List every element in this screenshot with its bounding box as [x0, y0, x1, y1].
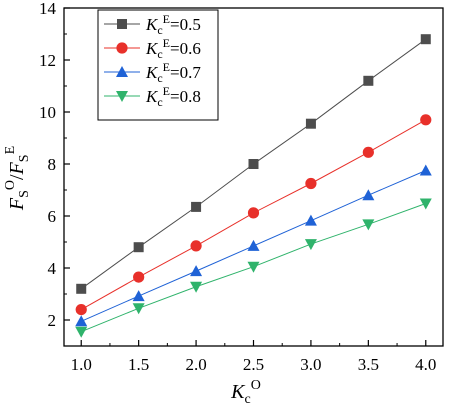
data-point	[191, 201, 202, 212]
series-2	[75, 114, 432, 316]
plot-area	[75, 34, 432, 338]
data-point	[363, 75, 374, 86]
x-axis-label: KcO	[230, 378, 261, 407]
y-tick-label: 4	[48, 259, 57, 278]
axes: 1.0 1.5 2.0 2.5 3.0 3.5 4.0 2 4 6 8 10 12 14	[39, 0, 444, 374]
data-point	[420, 114, 432, 126]
data-point	[420, 34, 431, 45]
y-tick-label: 12	[39, 51, 56, 70]
data-point	[132, 290, 145, 302]
data-point	[75, 304, 87, 316]
data-point	[248, 159, 259, 169]
x-tick-label: 2.5	[243, 355, 264, 374]
data-point	[305, 118, 316, 129]
legend-marker	[116, 42, 128, 54]
axis-labels: KcO FSO/FSE	[3, 146, 261, 407]
data-point	[305, 177, 317, 190]
data-point	[247, 207, 260, 219]
series-3	[75, 164, 432, 327]
data-point	[304, 214, 317, 226]
data-point	[190, 281, 203, 293]
data-point	[190, 240, 202, 252]
y-axis-label: FSO/FSE	[3, 146, 32, 211]
legend-entry: KcE=0.7	[104, 60, 201, 85]
data-point	[133, 271, 145, 283]
legend-label: KcE=0.8	[145, 84, 201, 109]
data-point	[133, 242, 144, 253]
data-point	[247, 261, 260, 273]
data-point	[75, 315, 88, 327]
x-tick-label: 1.0	[71, 355, 92, 374]
legend-label: KcE=0.5	[145, 12, 201, 37]
y-tick-label: 10	[39, 103, 56, 122]
data-point	[362, 189, 375, 201]
data-point	[362, 146, 374, 158]
y-tick-label: 6	[48, 207, 57, 226]
legend-entry: KcE=0.8	[104, 84, 201, 109]
series-1	[76, 34, 431, 294]
legend-label: KcE=0.6	[145, 36, 201, 61]
x-tick-label: 3.0	[300, 355, 321, 374]
data-point	[304, 239, 317, 251]
data-point	[75, 326, 88, 338]
legend-marker	[116, 91, 128, 102]
data-point	[76, 283, 87, 294]
data-point	[132, 303, 145, 315]
y-tick-label: 14	[39, 0, 57, 18]
y-tick-label: 2	[48, 311, 57, 330]
legend-marker	[117, 19, 127, 29]
data-point	[419, 164, 432, 176]
series-4	[75, 198, 432, 338]
data-point	[419, 198, 432, 210]
x-tick-label: 4.0	[415, 355, 436, 374]
data-point	[190, 265, 203, 277]
data-point	[362, 219, 375, 231]
legend-entry: KcE=0.6	[104, 36, 201, 61]
x-tick-label: 1.5	[128, 355, 149, 374]
legend-entry: KcE=0.5	[104, 12, 201, 37]
legend-marker	[116, 66, 128, 77]
x-tick-label: 2.0	[185, 355, 206, 374]
y-tick-label: 8	[48, 155, 57, 174]
legend-label: KcE=0.7	[145, 60, 201, 85]
data-point	[247, 239, 260, 251]
x-tick-label: 3.5	[358, 355, 379, 374]
